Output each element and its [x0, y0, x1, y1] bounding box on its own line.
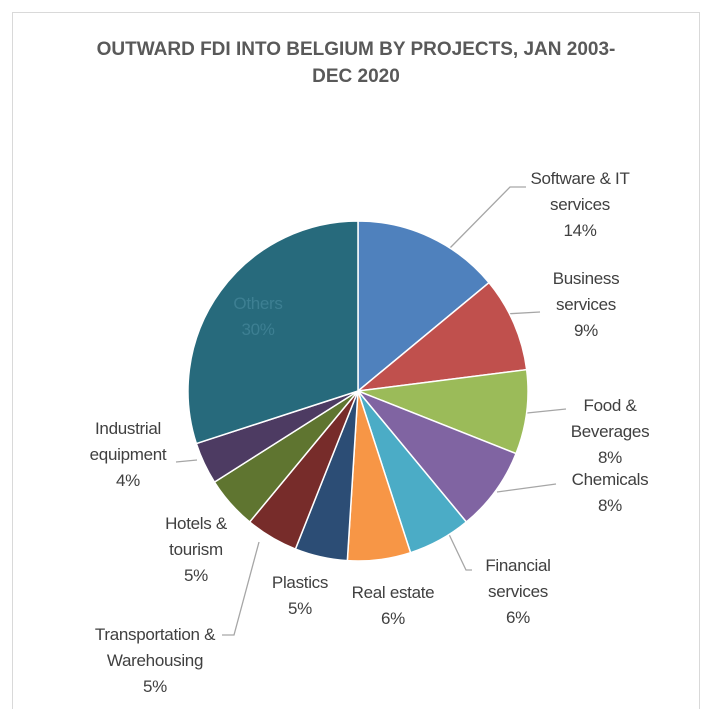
pie-slice [355, 281, 528, 393]
slice-name: Business services [552, 269, 620, 314]
slice-name: Others [233, 294, 283, 313]
slice-label: Business services 9% [536, 266, 636, 344]
leader-line [445, 527, 472, 571]
leader-line [447, 186, 526, 251]
slice-label: Hotels & tourism 5% [151, 511, 241, 589]
slice-value: 5% [184, 566, 208, 585]
leader-line [504, 311, 541, 315]
slice-value: 9% [574, 321, 598, 340]
slice-label: Plastics 5% [260, 570, 340, 622]
slice-label: Industrial equipment 4% [73, 416, 183, 494]
slice-value: 8% [598, 448, 622, 467]
slice-value: 14% [563, 221, 597, 240]
leader-line [175, 459, 198, 463]
slice-value: 8% [598, 496, 622, 515]
slice-label: Chemicals 8% [555, 467, 665, 519]
slice-name: Software & IT services [530, 169, 630, 214]
pie-slice [357, 220, 491, 393]
slice-value: 6% [506, 608, 530, 627]
slice-value: 5% [143, 677, 167, 696]
slice-value: 30% [241, 320, 275, 339]
slice-label: Food & Beverages 8% [560, 393, 660, 471]
slice-name: Real estate [351, 583, 435, 602]
slice-label: Software & IT services 14% [520, 166, 640, 244]
slice-label: Transportation & Warehousing 5% [90, 622, 220, 700]
slice-label: Others 30% [213, 291, 303, 343]
slice-name: Hotels & tourism [165, 514, 227, 559]
slice-value: 4% [116, 471, 140, 490]
slice-label: Real estate 6% [338, 580, 448, 632]
slice-value: 5% [288, 599, 312, 618]
chart-title: OUTWARD FDI INTO BELGIUM BY PROJECTS, JA… [96, 39, 616, 87]
slice-name: Financial services [485, 556, 551, 601]
leader-line [222, 541, 260, 636]
leader-lines [175, 186, 567, 636]
slice-name: Food & Beverages [570, 396, 650, 441]
slice-label: Financial services 6% [468, 553, 568, 631]
leader-line [526, 408, 567, 414]
slice-value: 6% [381, 609, 405, 628]
slice-name: Chemicals [571, 470, 649, 489]
slice-name: Transportation & Warehousing [94, 625, 216, 670]
leader-line [496, 483, 557, 493]
pie-slice [187, 220, 359, 445]
slice-name: Plastics [271, 573, 329, 592]
slice-name: Industrial equipment [89, 419, 167, 464]
